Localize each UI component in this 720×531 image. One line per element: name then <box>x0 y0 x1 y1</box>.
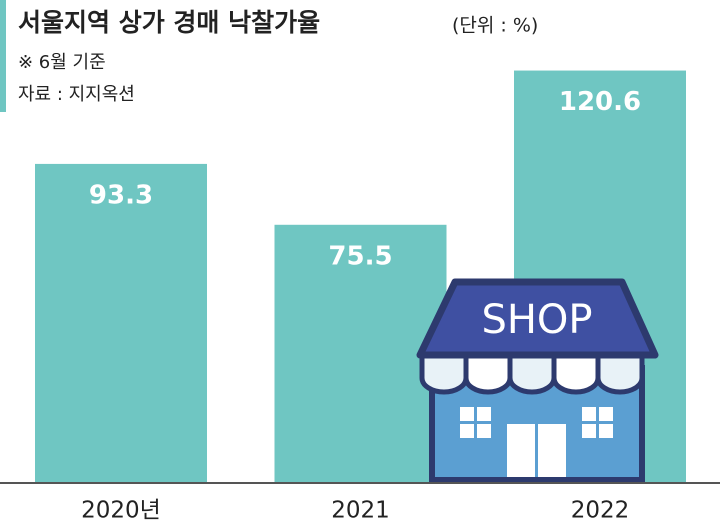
shop-sign: SHOP <box>481 297 592 343</box>
value-label: 93.3 <box>89 180 153 210</box>
value-label: 75.5 <box>328 241 392 271</box>
x-tick-label: 2020년 <box>81 498 161 524</box>
value-label: 120.6 <box>559 87 641 117</box>
accent-bar <box>0 0 6 112</box>
x-tick-label: 2021 <box>331 498 390 524</box>
shop-icon: SHOP <box>416 278 659 483</box>
bar <box>35 163 207 483</box>
source: 자료 : 지지옥션 <box>18 84 135 105</box>
note: ※ 6월 기준 <box>18 52 106 73</box>
unit-label: (단위 : %) <box>452 15 538 37</box>
chart-title: 서울지역 상가 경매 낙찰가율 <box>18 8 320 37</box>
x-tick-label: 2022 <box>571 498 630 524</box>
